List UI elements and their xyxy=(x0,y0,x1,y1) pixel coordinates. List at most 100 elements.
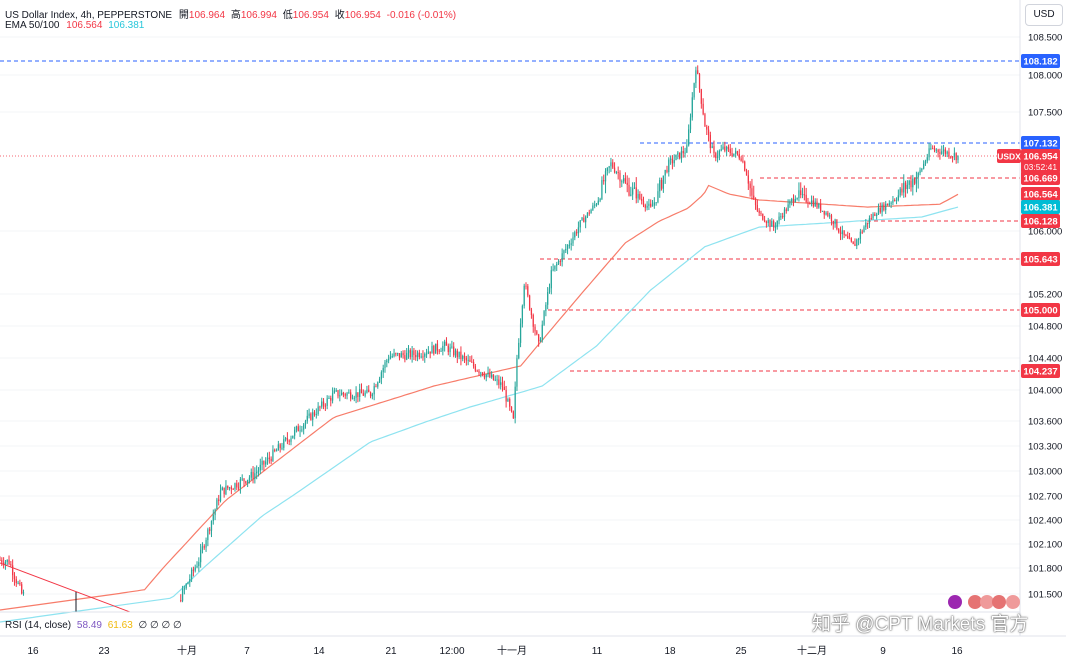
candle-body xyxy=(680,151,683,159)
candle-body xyxy=(839,232,842,235)
candle-body xyxy=(928,148,930,158)
candle-body xyxy=(823,210,825,215)
candle-body xyxy=(313,412,316,415)
candle-body xyxy=(771,221,773,227)
candle-body xyxy=(895,200,898,202)
candle-body xyxy=(377,382,379,387)
candle-body xyxy=(521,305,524,324)
currency-button[interactable]: USD xyxy=(1025,4,1063,26)
candle-body xyxy=(574,232,576,238)
candle-body xyxy=(301,429,303,431)
candle-body xyxy=(4,561,7,565)
time-tick-label: 9 xyxy=(880,646,886,657)
level-price-tag[interactable] xyxy=(1021,171,1060,185)
time-axis[interactable]: 16 23 十月 7 14 21 12:00 十一月 11 18 25 十二月 9 16 xyxy=(27,644,963,657)
candle-body xyxy=(767,220,769,223)
candle-body xyxy=(266,457,269,462)
candle-body xyxy=(205,540,207,548)
candle-body xyxy=(698,73,701,90)
last-price-tag[interactable] xyxy=(1021,149,1060,173)
price-tick-label: 107.500 xyxy=(1028,108,1062,119)
candle-body xyxy=(552,269,554,271)
time-tick-label: 7 xyxy=(244,646,250,657)
candle-body xyxy=(720,149,722,151)
candle-body xyxy=(706,126,708,130)
ema-label[interactable]: EMA 50/100 xyxy=(5,20,60,31)
candle-body xyxy=(675,154,677,161)
candle-body xyxy=(416,352,419,358)
us-flag-icon[interactable] xyxy=(992,595,1006,609)
ema100-price-tag[interactable] xyxy=(1021,200,1060,214)
candle-body xyxy=(581,217,583,221)
candle-body xyxy=(657,191,659,203)
last-price-text: 106.954 xyxy=(1023,152,1058,163)
candle-body xyxy=(196,565,198,568)
candle-body xyxy=(194,567,196,571)
candle-body xyxy=(796,198,798,200)
candle-body xyxy=(772,221,775,228)
candle-body xyxy=(13,575,16,580)
candle-body xyxy=(753,195,755,199)
us-flag-icon[interactable] xyxy=(1006,595,1020,609)
ema100-line[interactable] xyxy=(0,206,959,623)
candle-body xyxy=(613,167,616,173)
price-axis[interactable]: 108.500 108.000 107.500 106.000 105.200 104.8… xyxy=(1028,33,1062,601)
symbol-legend[interactable]: US Dollar Index, 4h, PEPPERSTONE 開106.96… xyxy=(5,6,459,21)
candle-body xyxy=(897,195,899,201)
level-price-tag[interactable] xyxy=(1021,54,1060,68)
candle-body xyxy=(503,386,505,391)
candle-body xyxy=(621,181,623,183)
candle-body xyxy=(801,194,804,196)
candle-body xyxy=(380,372,383,379)
candle-body xyxy=(442,345,444,351)
candle-body xyxy=(319,406,321,408)
candle-body xyxy=(391,356,393,358)
candle-body xyxy=(848,238,851,240)
level-price-tag[interactable] xyxy=(1021,303,1060,317)
price-tick-label: 103.000 xyxy=(1028,467,1062,478)
rsi-label[interactable]: RSI (14, close) xyxy=(5,620,72,631)
time-tick-label: 21 xyxy=(385,646,397,657)
candle-body xyxy=(568,244,571,246)
candle-body xyxy=(279,444,281,449)
candle-body xyxy=(1,560,3,563)
candle-body xyxy=(330,397,332,401)
candle-body xyxy=(744,161,746,171)
symbol-title[interactable]: US Dollar Index, 4h, PEPPERSTONE xyxy=(5,10,173,21)
rsi-legend[interactable]: RSI (14, close) 58.49 61.63 ∅ ∅ ∅ ∅ xyxy=(5,620,182,631)
candle-body xyxy=(268,457,270,459)
candle-body xyxy=(360,389,363,394)
candle-body xyxy=(615,172,618,174)
ema50-price-tag[interactable] xyxy=(1021,187,1060,201)
us-flag-icon[interactable] xyxy=(980,595,994,609)
candle-body xyxy=(559,260,561,262)
candle-body xyxy=(926,157,928,162)
symbol-tag[interactable] xyxy=(997,149,1021,163)
level-price-tag[interactable] xyxy=(1021,252,1060,266)
candle-body xyxy=(912,178,914,188)
price-tick-label: 105.200 xyxy=(1028,290,1062,301)
candle-body xyxy=(635,187,637,199)
trend-line-segment[interactable] xyxy=(0,562,131,613)
candle-body xyxy=(847,235,849,239)
level-price-tag[interactable] xyxy=(1021,364,1060,378)
level-price-tag[interactable] xyxy=(1021,214,1060,228)
chart-grid xyxy=(0,36,1020,595)
candle-body xyxy=(295,426,298,430)
candle-body xyxy=(841,230,843,235)
candle-body xyxy=(21,584,23,594)
candle-body xyxy=(527,286,529,296)
candle-body xyxy=(355,392,357,398)
candle-body xyxy=(805,194,807,202)
level-price-tag[interactable] xyxy=(1021,136,1060,150)
candle-body xyxy=(637,194,639,199)
candle-body xyxy=(765,221,768,223)
us-flag-icon[interactable] xyxy=(968,595,982,609)
ema-legend[interactable]: EMA 50/100 106.564 106.381 xyxy=(5,20,147,31)
candle-body xyxy=(749,183,751,189)
candle-body xyxy=(462,356,464,360)
lightning-icon[interactable] xyxy=(948,595,962,609)
candle-body xyxy=(673,160,675,164)
candle-body xyxy=(243,478,245,482)
